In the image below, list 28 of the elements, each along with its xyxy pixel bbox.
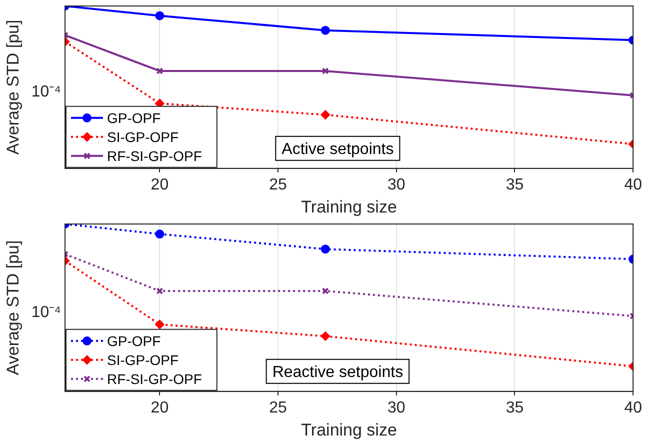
x-tick-label: 40: [624, 176, 642, 194]
y-axis-title: Average STD [pu]: [4, 20, 23, 155]
y-axis-title: Average STD [pu]: [4, 240, 23, 376]
x-tick-label: 30: [387, 399, 406, 416]
point: [320, 26, 330, 35]
legend-label: GP-OPF: [107, 110, 161, 126]
x-tick-label: 35: [506, 176, 524, 194]
x-axis-title: Training size: [301, 197, 397, 216]
legend-label: SI-GP-OPF: [107, 128, 179, 145]
x-axis-title: Training size: [301, 420, 397, 440]
text: 10⁻⁴: [31, 83, 62, 100]
legend-label: SI-GP-OPF: [107, 352, 179, 368]
legend-label: RF-SI-GP-OPF: [107, 148, 202, 164]
legend-label: RF-SI-GP-OPF: [107, 370, 202, 387]
legend-label: GP-OPF: [107, 332, 161, 349]
x-tick-label: 35: [506, 399, 524, 416]
text: 10⁻⁴: [31, 304, 62, 322]
annotation: Reactive setpoints: [272, 364, 404, 381]
x-tick-label: 40: [624, 399, 642, 416]
x-tick-label: 20: [150, 399, 169, 416]
x-tick-label: 30: [387, 176, 406, 194]
point: [155, 230, 164, 239]
point: [320, 244, 330, 254]
point: [155, 11, 164, 20]
x-tick-label: 20: [150, 176, 169, 194]
x-tick-label: 25: [269, 399, 288, 416]
x-tick-label: 25: [269, 176, 288, 194]
annotation: Active setpoints: [282, 140, 394, 158]
